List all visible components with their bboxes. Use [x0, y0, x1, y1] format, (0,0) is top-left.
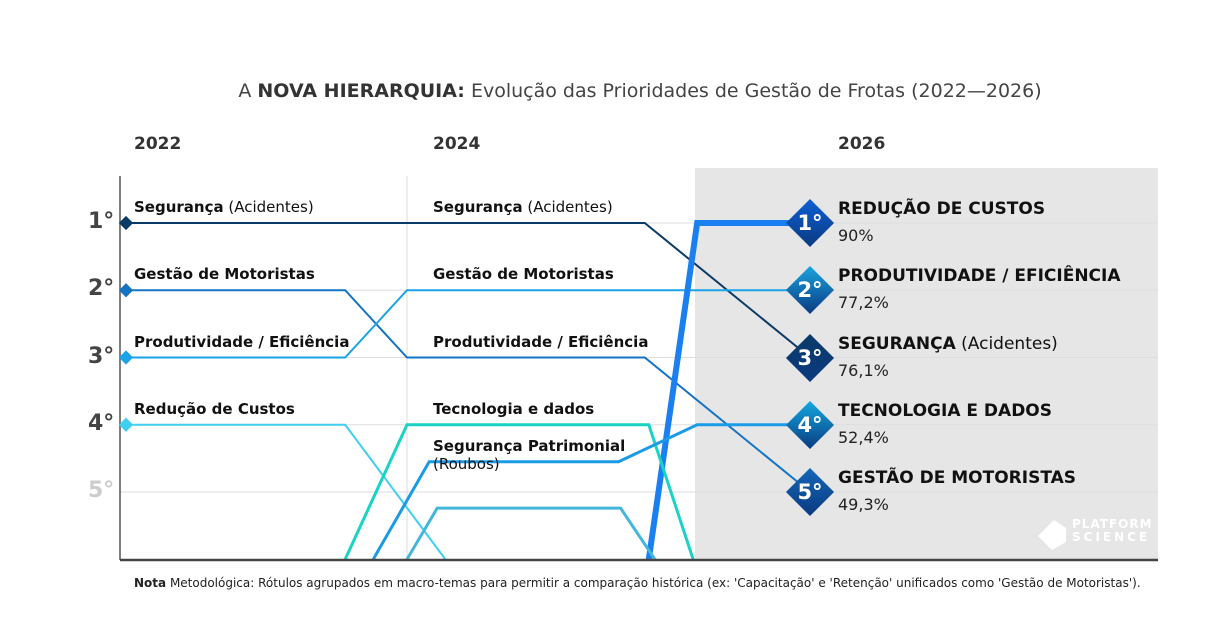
rank-label-3: 3° — [88, 343, 115, 369]
ranking-2026-value-5: 49,3% — [838, 495, 889, 514]
labels_2024-label-3: Tecnologia e dados — [433, 400, 594, 418]
rank-badge-3: 3° — [786, 334, 834, 382]
rank-label-4: 4° — [88, 410, 115, 436]
rank-badge-2: 2° — [786, 266, 834, 314]
label-bold: Segurança — [134, 198, 224, 216]
ranking-2026-value-2: 77,2% — [838, 293, 889, 313]
label-normal: (Acidentes) — [223, 198, 314, 216]
marker-2022-1 — [118, 283, 134, 298]
name-bold: GESTÃO DE MOTORISTAS — [838, 468, 1077, 488]
highlight-2026-panel — [695, 168, 1158, 560]
rank-label-2: 2° — [88, 276, 115, 302]
badge-text: 5° — [797, 480, 823, 504]
series-line-7 — [405, 506, 657, 560]
labels_2022-label-2: Produtividade / Eficiência — [134, 333, 349, 351]
label-bold: Segurança Patrimonial — [433, 436, 626, 455]
label-bold: Gestão de Motoristas — [134, 265, 315, 284]
labels_2024-label-1: Gestão de Motoristas — [433, 265, 614, 283]
platform-science-logo: PLATFORM SCIENCE — [1038, 517, 1153, 550]
logo-line1: PLATFORM — [1072, 517, 1153, 531]
ranking-2026-name-1: REDUÇÃO DE CUSTOS — [838, 199, 1045, 219]
series-line-4 — [645, 220, 810, 560]
series-line-2 — [126, 289, 810, 359]
labels_2022-label-0: Segurança (Acidentes) — [134, 198, 314, 216]
series-line-1 — [126, 289, 811, 493]
label-bold: Segurança — [433, 198, 523, 216]
badge-text: 1° — [797, 211, 823, 235]
name-bold: TECNOLOGIA E DADOS — [838, 400, 1053, 421]
name-normal: (Acidentes) — [955, 333, 1058, 354]
labels_2024-label-2: Produtividade / Eficiência — [433, 333, 648, 351]
series-line-6 — [371, 423, 810, 560]
labels_2022-label-3: Redução de Custos — [134, 400, 295, 418]
ranking-2026-name-5: GESTÃO DE MOTORISTAS — [838, 468, 1076, 488]
series-line-0 — [126, 222, 811, 359]
labels_2022-label-1: Gestão de Motoristas — [134, 265, 315, 283]
ranking-2026-value-3: 76,1% — [838, 360, 889, 380]
year-2024-header: 2024 — [433, 134, 481, 154]
label-bold: Produtividade / Eficiência — [433, 332, 649, 351]
label-bold: Gestão de Motoristas — [433, 265, 614, 284]
chart-title: A NOVA HIERARQUIA: Evolução das Priorida… — [238, 80, 1042, 102]
ranking-2026-value-4: 52,4% — [838, 427, 889, 447]
rank-label-5: 5° — [88, 478, 115, 503]
year-2022-header: 2022 — [134, 134, 182, 154]
labels_2024-label-0: Segurança (Acidentes) — [433, 198, 613, 216]
marker-2022-3 — [118, 417, 134, 432]
badge-text: 3° — [797, 345, 823, 370]
name-bold: REDUÇÃO DE CUSTOS — [838, 199, 1046, 219]
ranking-2026-value-1: 90% — [838, 226, 874, 245]
logo-icon — [1038, 520, 1066, 550]
rank-label-1: 1° — [88, 209, 115, 234]
logo-line2: SCIENCE — [1072, 530, 1151, 544]
series-line-5 — [343, 423, 695, 560]
label-normal: (Acidentes) — [522, 198, 613, 216]
name-bold: PRODUTIVIDADE / EFICIÊNCIA — [838, 266, 1121, 287]
label-bold: Produtividade / Eficiência — [134, 332, 350, 351]
rank-badge-4: 4° — [786, 401, 834, 449]
ranking-2026-name-2: PRODUTIVIDADE / EFICIÊNCIA — [838, 266, 1121, 286]
ranking-2026-name-4: TECNOLOGIA E DADOS — [838, 401, 1052, 421]
label-normal: (Roubos) — [433, 454, 500, 473]
badge-text: 2° — [797, 278, 823, 303]
ranking-2026-name-3: SEGURANÇA (Acidentes) — [838, 334, 1058, 354]
labels_2024-label-4: Segurança Patrimonial (Roubos) — [433, 437, 625, 473]
marker-2022-2 — [118, 350, 134, 365]
badge-text: 4° — [797, 412, 823, 437]
label-bold: Tecnologia e dados — [433, 399, 595, 418]
year-2026-header: 2026 — [838, 134, 886, 154]
methodology-note: Nota Metodológica: Rótulos agrupados em … — [134, 576, 1141, 590]
rank-badge-5: 5° — [786, 468, 834, 516]
rank-badge-1: 1° — [786, 199, 834, 247]
marker-2022-0 — [118, 215, 134, 231]
series-line-3 — [126, 423, 447, 560]
name-bold: SEGURANÇA — [838, 333, 956, 354]
label-bold: Redução de Custos — [134, 399, 295, 418]
